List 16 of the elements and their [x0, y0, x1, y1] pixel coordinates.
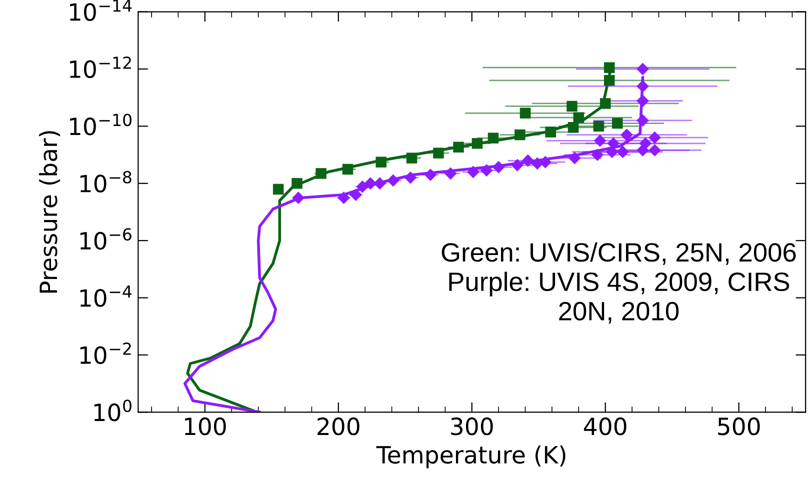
x-tick-label: 400: [584, 417, 626, 436]
y-tick-label: 10$^{−14}$: [70, 0, 132, 21]
x-tick-label: 500: [718, 417, 760, 436]
y-tick-label: 10$^{−6}$: [80, 228, 132, 250]
x-tick-label: 300: [451, 417, 493, 436]
y-axis-title: Pressure (bar): [39, 131, 60, 293]
x-tick-label: 200: [318, 417, 360, 436]
y-tick-label: 10$^{−10}$: [70, 114, 132, 136]
y-tick-label: 10$^{−4}$: [80, 285, 132, 307]
y-tick-label: 10$^{0}$: [94, 400, 132, 422]
x-tick-label: 100: [184, 417, 226, 436]
x-axis-title: Temperature (K): [376, 445, 566, 468]
y-tick-label: 10$^{−12}$: [70, 56, 131, 78]
y-tick-label: 10$^{−8}$: [80, 170, 132, 193]
y-tick-label: 10$^{−2}$: [80, 342, 131, 364]
annotation: Green: UVIS/CIRS, 25N, 2006 Purple: UVIS 4S, 2009, CIRS 20N, 2010: [442, 242, 796, 324]
